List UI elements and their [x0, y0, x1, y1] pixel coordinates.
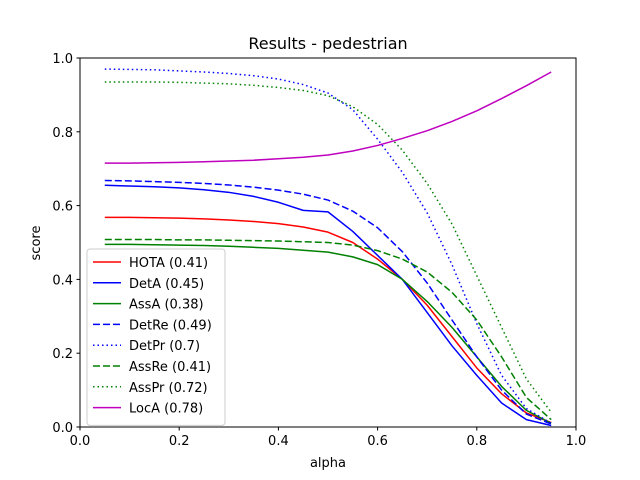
x-tick-label: 0.4: [268, 434, 289, 449]
series-line-assre: [104, 238, 552, 421]
legend-box: [86, 248, 226, 426]
legend-label: HOTA (0.41): [129, 256, 208, 271]
legend-label: LocA (0.78): [129, 402, 203, 417]
x-tick-label: 0.0: [70, 434, 91, 449]
legend-label: AssA (0.38): [129, 298, 204, 313]
legend-label: AssRe (0.41): [129, 360, 211, 375]
legend-label: DetA (0.45): [129, 277, 204, 292]
legend-label: DetRe (0.49): [129, 318, 212, 333]
series-line-detpr: [104, 68, 552, 424]
y-axis-label: score: [29, 226, 44, 261]
x-tick-label: 0.6: [367, 434, 388, 449]
series-line-detre: [104, 179, 552, 425]
y-tick-label: 0.2: [52, 347, 73, 362]
series-layer: [104, 68, 552, 427]
series-line-hota: [104, 216, 552, 424]
series-line-deta: [104, 184, 552, 427]
y-tick-label: 0.6: [52, 200, 73, 215]
chart-title: Results - pedestrian: [248, 34, 407, 53]
y-tick-label: 0.4: [52, 273, 73, 288]
plot-frame: [79, 57, 577, 428]
x-axis-label: alpha: [310, 456, 346, 471]
x-tick-label: 0.8: [466, 434, 487, 449]
y-tick-label: 0.8: [52, 126, 73, 141]
series-line-loca: [104, 71, 552, 164]
legend-label: DetPr (0.7): [129, 339, 200, 354]
y-tick-label: 0.0: [52, 421, 73, 436]
x-tick-label: 0.2: [169, 434, 190, 449]
y-tick-label: 1.0: [52, 52, 73, 67]
legend: HOTA (0.41) DetA (0.45) AssA (0.38) DetRe (…: [86, 248, 226, 426]
axes-layer: 0.0 0.2 0.4 0.6 0.8 1.0 0.0 0.2 0.4 0.6 0.8 1.0: [52, 52, 586, 449]
legend-label: AssPr (0.72): [129, 381, 208, 396]
series-line-asspr: [104, 81, 552, 413]
x-tick-label: 1.0: [566, 434, 587, 449]
